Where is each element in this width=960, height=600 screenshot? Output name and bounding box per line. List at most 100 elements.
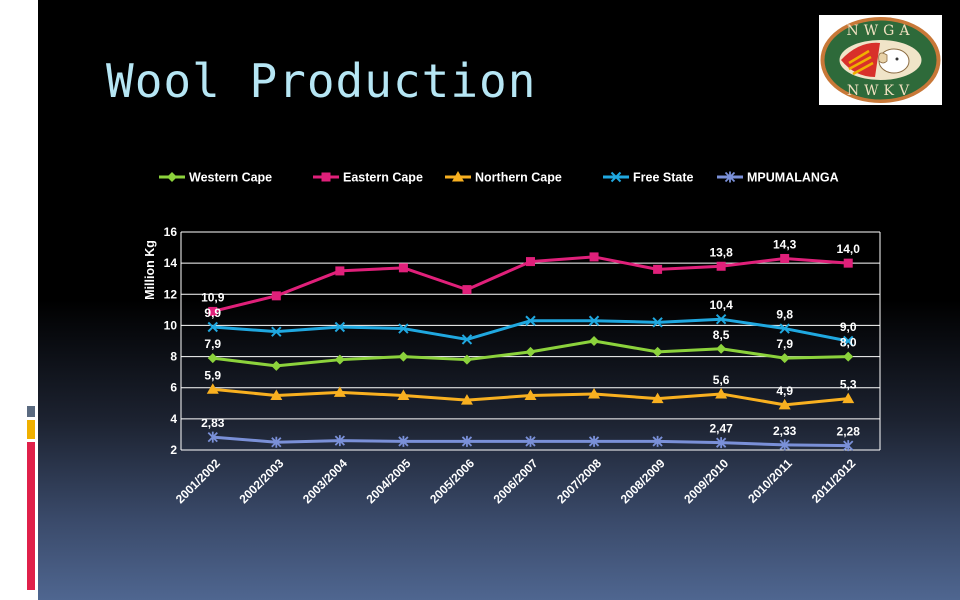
- x-tick-label: 2011/2012: [809, 456, 859, 506]
- data-point-western-cape: [589, 336, 600, 346]
- x-tick-label: 2010/2011: [745, 456, 795, 506]
- data-point-eastern-cape: [526, 257, 535, 267]
- data-point-eastern-cape: [271, 291, 281, 301]
- data-label-eastern-cape: 13,8: [709, 245, 733, 259]
- x-tick-label: 2007/2008: [554, 456, 604, 506]
- data-label-eastern-cape: 10,9: [201, 290, 225, 304]
- data-label-northern-cape: 5,6: [713, 373, 730, 387]
- y-tick-label: 10: [164, 318, 178, 332]
- data-label-free-state: 9,8: [776, 308, 793, 322]
- data-point-eastern-cape: [653, 264, 663, 274]
- slide-title: Wool Production: [106, 54, 537, 108]
- legend-item-free-state: Free State: [603, 171, 693, 185]
- data-label-western-cape: 7,9: [776, 337, 793, 351]
- data-label-eastern-cape: 14,3: [773, 237, 797, 251]
- data-point-free-state: [398, 323, 409, 334]
- svg-text:NWGA: NWGA: [847, 23, 915, 39]
- y-tick-label: 14: [164, 256, 178, 270]
- legend-label: Western Cape: [189, 171, 272, 185]
- data-point-mpumalanga: [398, 435, 409, 447]
- data-label-free-state: 10,4: [709, 298, 733, 312]
- data-point-western-cape: [271, 360, 282, 371]
- data-point-northern-cape: [842, 392, 855, 404]
- data-label-mpumalanga: 2,33: [773, 424, 797, 438]
- data-point-free-state: [271, 326, 282, 337]
- data-point-mpumalanga: [525, 435, 536, 447]
- data-point-mpumalanga: [715, 437, 727, 449]
- data-point-western-cape: [779, 353, 790, 364]
- data-point-northern-cape: [715, 387, 728, 399]
- data-label-eastern-cape: 14,0: [837, 242, 861, 256]
- legend-marker: [321, 172, 331, 182]
- legend-item-northern-cape: Northern Cape: [445, 171, 562, 185]
- data-point-free-state: [461, 334, 473, 345]
- legend-marker: [610, 171, 622, 183]
- data-point-western-cape: [652, 346, 663, 357]
- data-point-western-cape: [525, 346, 536, 357]
- data-point-northern-cape: [778, 398, 791, 410]
- legend-item-eastern-cape: Eastern Cape: [313, 171, 423, 185]
- data-point-mpumalanga: [334, 435, 346, 447]
- data-point-free-state: [652, 317, 663, 328]
- data-point-eastern-cape: [843, 258, 853, 268]
- y-tick-label: 4: [170, 412, 177, 426]
- legend-label: Free State: [633, 171, 693, 185]
- y-tick-label: 6: [170, 381, 177, 395]
- data-point-free-state: [207, 321, 218, 333]
- data-point-western-cape: [843, 351, 854, 362]
- legend-item-mpumalanga: MPUMALANGA: [717, 171, 839, 185]
- data-label-free-state: 9,9: [204, 306, 221, 320]
- legend-label: MPUMALANGA: [747, 171, 839, 185]
- y-tick-label: 12: [164, 287, 178, 301]
- data-point-northern-cape: [460, 394, 473, 405]
- data-point-eastern-cape: [208, 306, 218, 316]
- data-point-northern-cape: [651, 392, 664, 404]
- data-label-western-cape: 7,9: [204, 337, 221, 351]
- data-point-free-state: [715, 313, 727, 325]
- data-point-mpumalanga: [652, 435, 663, 447]
- x-tick-label: 2002/2003: [236, 456, 286, 506]
- legend-label: Eastern Cape: [343, 171, 423, 185]
- y-axis-title: Million Kg: [143, 240, 157, 300]
- data-point-eastern-cape: [716, 261, 726, 271]
- data-point-northern-cape: [206, 383, 219, 394]
- x-tick-label: 2008/2009: [618, 456, 668, 506]
- data-point-western-cape: [461, 354, 472, 365]
- data-label-western-cape: 8,0: [840, 336, 857, 350]
- data-point-mpumalanga: [843, 440, 854, 452]
- y-tick-label: 16: [164, 225, 178, 239]
- accent-block-red: [27, 442, 35, 590]
- legend-marker: [167, 172, 177, 182]
- legend-marker: [724, 171, 736, 183]
- data-point-eastern-cape: [462, 285, 472, 295]
- data-label-western-cape: 8,5: [713, 328, 730, 342]
- data-point-eastern-cape: [780, 253, 790, 263]
- data-point-free-state: [843, 335, 854, 347]
- x-tick-label: 2009/2010: [681, 456, 731, 506]
- data-point-northern-cape: [270, 389, 283, 400]
- legend-marker: [452, 171, 464, 182]
- accent-block-gray: [27, 406, 35, 417]
- data-point-mpumalanga: [779, 439, 790, 451]
- data-label-northern-cape: 5,3: [840, 378, 857, 392]
- data-point-northern-cape: [397, 389, 410, 400]
- data-point-western-cape: [334, 354, 345, 365]
- data-label-mpumalanga: 2,83: [201, 416, 225, 430]
- data-point-mpumalanga: [271, 436, 282, 448]
- nwga-logo: NWGA NWKV: [819, 15, 942, 105]
- data-point-eastern-cape: [589, 252, 599, 262]
- x-tick-label: 2006/2007: [491, 456, 541, 506]
- data-point-northern-cape: [524, 389, 537, 400]
- series-line-free-state: [212, 317, 849, 343]
- data-label-northern-cape: 4,9: [776, 384, 793, 398]
- data-label-mpumalanga: 2,28: [837, 425, 861, 439]
- data-point-eastern-cape: [398, 263, 408, 273]
- data-point-free-state: [334, 321, 346, 333]
- x-tick-label: 2004/2005: [364, 456, 414, 506]
- y-tick-label: 2: [170, 443, 177, 457]
- data-label-free-state: 9,0: [840, 320, 857, 334]
- data-label-mpumalanga: 2,47: [709, 422, 733, 436]
- data-point-eastern-cape: [335, 266, 345, 276]
- accent-block-yellow: [27, 420, 35, 439]
